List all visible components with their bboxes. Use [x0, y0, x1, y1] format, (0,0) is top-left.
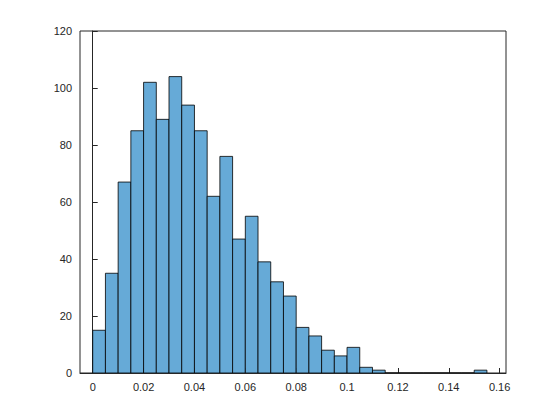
svg-text:0.1: 0.1 — [339, 381, 354, 393]
svg-text:20: 20 — [60, 310, 72, 322]
svg-text:0.02: 0.02 — [133, 381, 154, 393]
svg-text:0.06: 0.06 — [235, 381, 256, 393]
svg-text:100: 100 — [54, 82, 72, 94]
svg-text:0.14: 0.14 — [438, 381, 459, 393]
svg-text:0.04: 0.04 — [184, 381, 205, 393]
svg-text:0.08: 0.08 — [285, 381, 306, 393]
svg-text:0: 0 — [90, 381, 96, 393]
svg-text:0.16: 0.16 — [489, 381, 510, 393]
svg-text:80: 80 — [60, 139, 72, 151]
svg-text:60: 60 — [60, 196, 72, 208]
svg-text:40: 40 — [60, 253, 72, 265]
svg-text:0: 0 — [66, 367, 72, 379]
svg-text:120: 120 — [54, 25, 72, 37]
svg-text:0.12: 0.12 — [387, 381, 408, 393]
